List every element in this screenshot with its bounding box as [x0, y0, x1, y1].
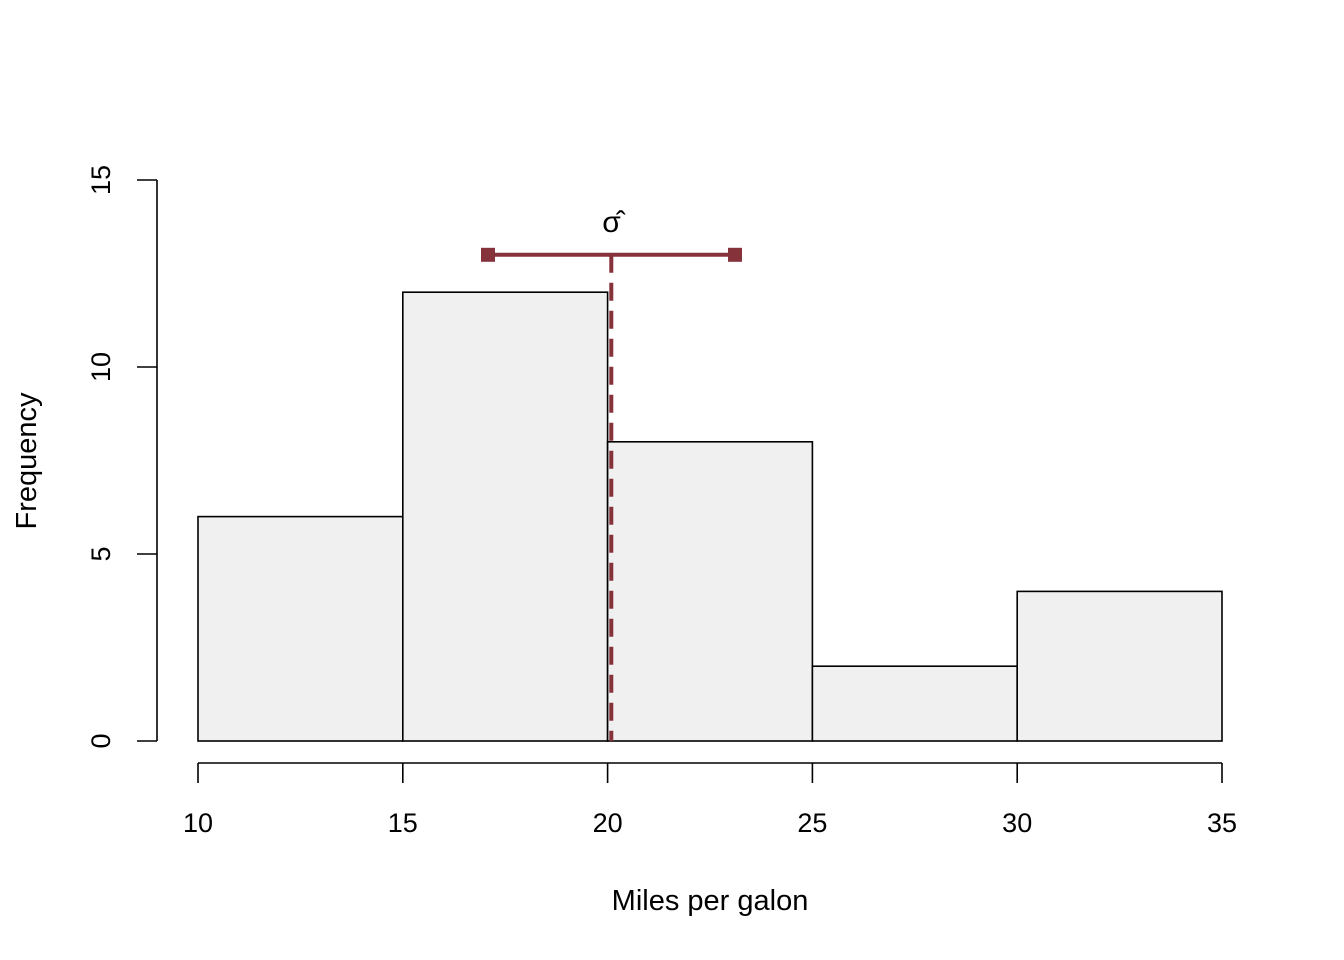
histogram-bar [197, 515, 404, 742]
x-tick-label: 20 [593, 808, 623, 838]
x-axis-label: Miles per galon [612, 885, 809, 917]
histogram-bar [606, 440, 814, 742]
histogram-bar [1016, 590, 1223, 742]
x-tick-label: 25 [797, 808, 827, 838]
sd-label: σ̂ [602, 206, 626, 239]
y-axis-label: Frequency [11, 392, 43, 530]
x-tick-label: 15 [388, 808, 418, 838]
histogram-bar [401, 291, 609, 742]
x-tick-label: 30 [1002, 808, 1032, 838]
y-tick-label: 10 [86, 352, 116, 382]
x-tick-label: 35 [1207, 808, 1237, 838]
x-tick-label: 10 [183, 808, 213, 838]
y-tick-label: 0 [86, 733, 116, 748]
sd-bar-endpoint [480, 247, 495, 262]
histogram-bar [811, 665, 1019, 742]
sd-bar-endpoint [727, 247, 742, 262]
y-tick-label: 5 [86, 546, 116, 561]
y-tick-label: 15 [86, 165, 116, 195]
